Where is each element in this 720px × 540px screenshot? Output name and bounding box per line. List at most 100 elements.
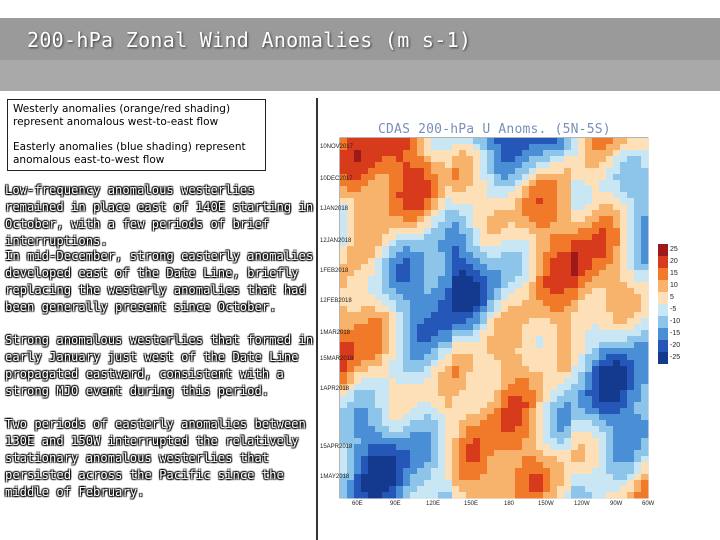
anomaly-cell xyxy=(599,246,607,253)
anomaly-cell xyxy=(599,384,607,391)
anomaly-cell xyxy=(431,258,439,265)
anomaly-cell xyxy=(368,396,376,403)
anomaly-cell xyxy=(543,294,551,301)
anomaly-cell xyxy=(515,414,523,421)
anomaly-cell xyxy=(585,456,593,463)
anomaly-cell xyxy=(557,438,565,445)
anomaly-cell xyxy=(571,252,579,259)
anomaly-cell xyxy=(522,144,530,151)
anomaly-cell xyxy=(550,240,558,247)
anomaly-cell xyxy=(515,396,523,403)
anomaly-cell xyxy=(564,372,572,379)
anomaly-cell xyxy=(354,144,362,151)
anomaly-cell xyxy=(403,342,411,349)
anomaly-cell xyxy=(627,138,635,145)
anomaly-cell xyxy=(494,366,502,373)
anomaly-cell xyxy=(599,294,607,301)
anomaly-cell xyxy=(634,420,642,427)
anomaly-cell xyxy=(424,372,432,379)
anomaly-cell xyxy=(396,144,404,151)
anomaly-cell xyxy=(571,300,579,307)
anomaly-cell xyxy=(620,372,628,379)
anomaly-cell xyxy=(613,300,621,307)
anomaly-cell xyxy=(382,234,390,241)
anomaly-cell xyxy=(473,366,481,373)
anomaly-cell xyxy=(606,210,614,217)
anomaly-cell xyxy=(410,258,418,265)
anomaly-cell xyxy=(403,258,411,265)
anomaly-cell xyxy=(592,246,600,253)
anomaly-cell xyxy=(634,474,642,481)
anomaly-cell xyxy=(501,324,509,331)
anomaly-cell xyxy=(550,468,558,475)
anomaly-cell xyxy=(452,288,460,295)
anomaly-cell xyxy=(501,486,509,493)
anomaly-cell xyxy=(585,402,593,409)
anomaly-cell xyxy=(424,336,432,343)
anomaly-cell xyxy=(347,492,355,499)
anomaly-cell xyxy=(347,240,355,247)
anomaly-cell xyxy=(361,480,369,487)
anomaly-cell xyxy=(466,336,474,343)
anomaly-cell xyxy=(340,240,348,247)
anomaly-cell xyxy=(571,210,579,217)
anomaly-cell xyxy=(522,294,530,301)
anomaly-cell xyxy=(487,354,495,361)
anomaly-cell xyxy=(487,288,495,295)
anomaly-cell xyxy=(445,270,453,277)
anomaly-cell xyxy=(445,330,453,337)
anomaly-cell xyxy=(473,270,481,277)
anomaly-cell xyxy=(599,180,607,187)
anomaly-cell xyxy=(417,162,425,169)
anomaly-cell xyxy=(543,252,551,259)
anomaly-cell xyxy=(403,276,411,283)
anomaly-cell xyxy=(599,288,607,295)
anomaly-cell xyxy=(508,252,516,259)
anomaly-cell xyxy=(529,282,537,289)
anomaly-cell xyxy=(515,198,523,205)
anomaly-cell xyxy=(494,408,502,415)
anomaly-cell xyxy=(459,258,467,265)
anomaly-cell xyxy=(340,168,348,175)
anomaly-cell xyxy=(389,342,397,349)
anomaly-cell xyxy=(445,342,453,349)
anomaly-cell xyxy=(641,222,649,229)
anomaly-cell xyxy=(417,372,425,379)
anomaly-cell xyxy=(396,156,404,163)
anomaly-cell xyxy=(522,486,530,493)
anomaly-cell xyxy=(480,336,488,343)
anomaly-cell xyxy=(452,384,460,391)
anomaly-cell xyxy=(606,276,614,283)
anomaly-cell xyxy=(578,432,586,439)
anomaly-cell xyxy=(410,282,418,289)
anomaly-cell xyxy=(543,414,551,421)
anomaly-cell xyxy=(606,342,614,349)
anomaly-cell xyxy=(550,186,558,193)
anomaly-cell xyxy=(452,378,460,385)
anomaly-cell xyxy=(529,354,537,361)
anomaly-cell xyxy=(557,204,565,211)
anomaly-cell xyxy=(375,180,383,187)
anomaly-cell xyxy=(536,156,544,163)
anomaly-cell xyxy=(543,336,551,343)
anomaly-cell xyxy=(382,312,390,319)
anomaly-cell xyxy=(599,210,607,217)
anomaly-cell xyxy=(627,432,635,439)
anomaly-cell xyxy=(480,408,488,415)
anomaly-cell xyxy=(627,156,635,163)
colorbar-label: -5 xyxy=(670,306,677,313)
anomaly-cell xyxy=(571,246,579,253)
anomaly-cell xyxy=(480,156,488,163)
anomaly-cell xyxy=(620,324,628,331)
anomaly-cell xyxy=(410,414,418,421)
anomaly-cell xyxy=(340,162,348,169)
anomaly-cell xyxy=(466,216,474,223)
anomaly-cell xyxy=(396,456,404,463)
anomaly-cell xyxy=(543,150,551,157)
anomaly-cell xyxy=(473,150,481,157)
anomaly-cell xyxy=(634,144,642,151)
anomaly-cell xyxy=(375,216,383,223)
anomaly-cell xyxy=(354,456,362,463)
anomaly-cell xyxy=(382,432,390,439)
anomaly-cell xyxy=(445,198,453,205)
